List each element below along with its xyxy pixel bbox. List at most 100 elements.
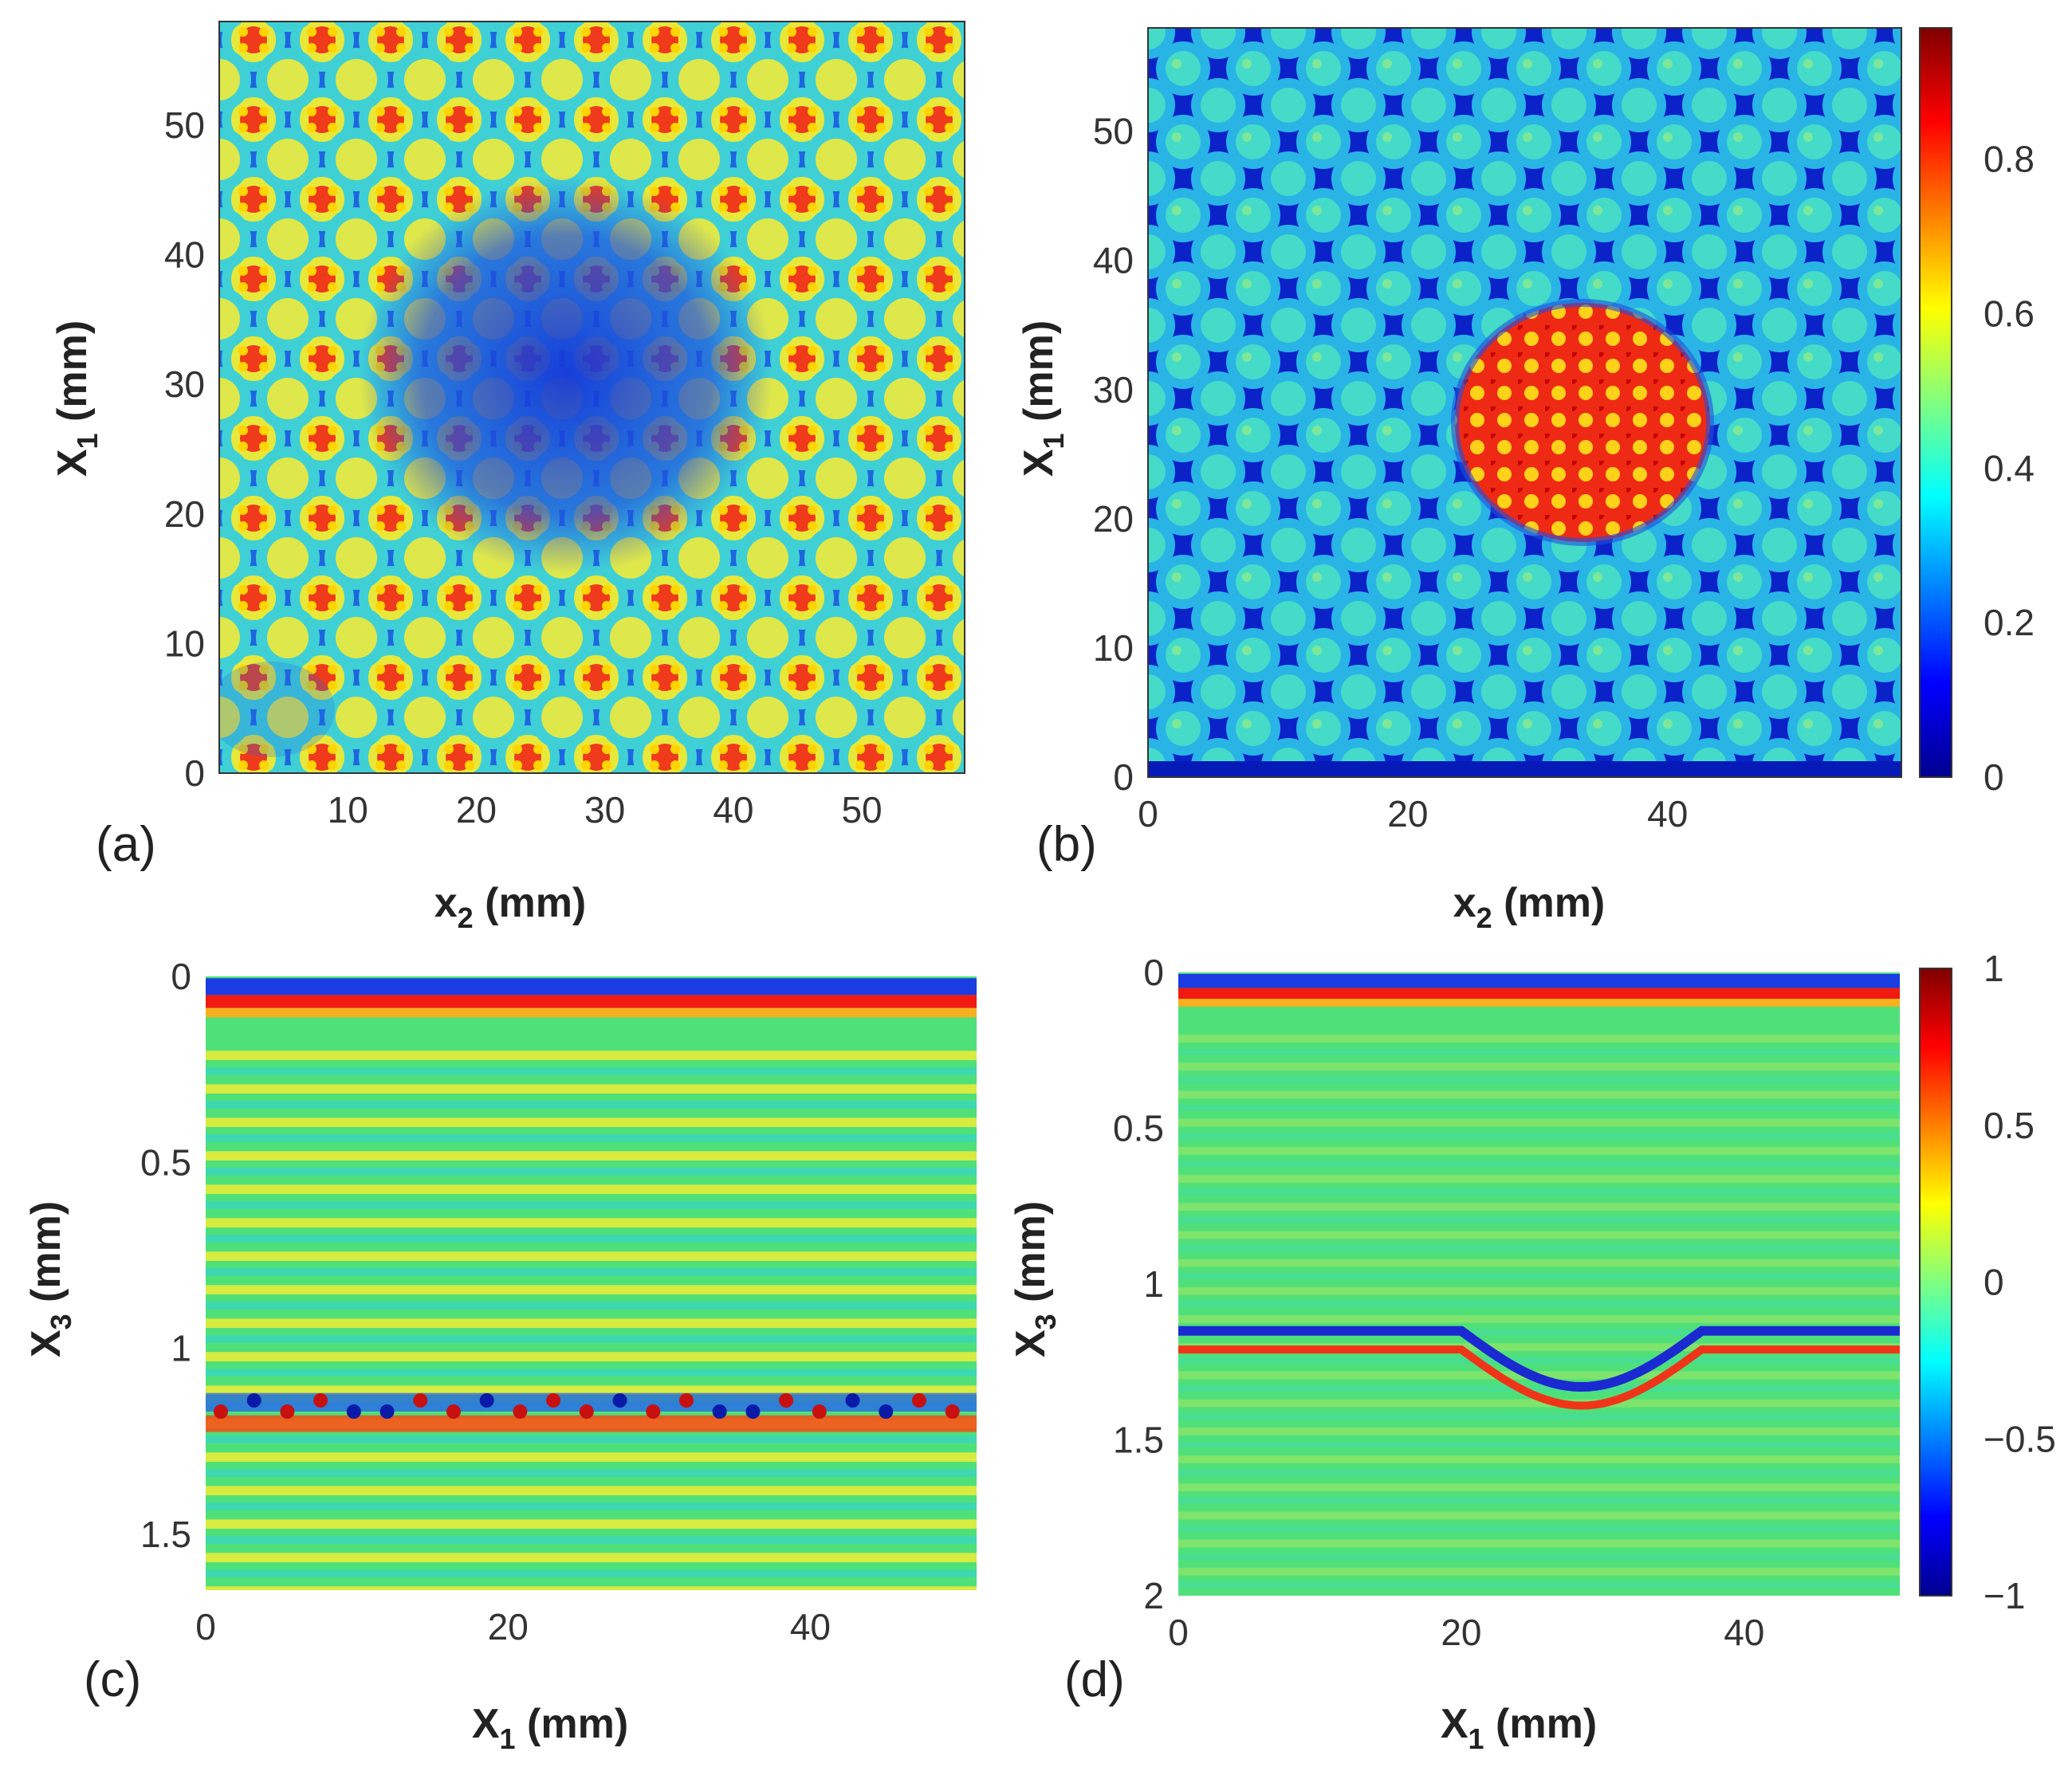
panel-c-xtick: 0 <box>195 1606 216 1648</box>
ply-layer <box>1178 1090 1900 1099</box>
ply-layer <box>206 1586 977 1590</box>
colorbar-top-tick: 0.8 <box>1984 139 2035 180</box>
ply-layer <box>1178 1231 1900 1239</box>
panel-b-ytick: 0 <box>1113 756 1134 798</box>
ply-layer <box>206 1285 977 1294</box>
ply-layer <box>1178 1497 1900 1504</box>
ply-layer <box>1178 1301 1900 1308</box>
ply-layer <box>1178 1553 1900 1561</box>
defect-echo-point <box>579 1404 594 1419</box>
panel-d-ylabel: X3 (mm) <box>1008 1201 1062 1357</box>
panel-c-xtick: 20 <box>488 1606 529 1648</box>
ply-layer <box>1178 1329 1900 1336</box>
ply-layer <box>1178 1539 1900 1548</box>
panel-d-ytick: 1.5 <box>1113 1420 1164 1461</box>
panel-b-image <box>1148 28 1901 777</box>
panel-a-xtick: 30 <box>584 789 625 831</box>
ply-layer <box>206 1184 977 1194</box>
surface-band <box>206 995 977 1008</box>
panel-d-xtick: 20 <box>1441 1612 1481 1653</box>
ply-layer <box>206 1553 977 1562</box>
surface-band <box>1178 973 1900 988</box>
ply-layer <box>1178 1035 1900 1043</box>
panel-c-ytick: 1 <box>171 1328 191 1369</box>
panel-b-ytick: 10 <box>1093 627 1134 669</box>
ply-layer <box>206 1151 977 1161</box>
defect-echo-point <box>446 1404 461 1419</box>
ply-layer <box>206 1502 977 1510</box>
ply-layer <box>206 1385 977 1395</box>
defect-echo-point <box>612 1393 627 1408</box>
panel-d-image <box>1178 972 1900 1596</box>
surface-band <box>1178 988 1900 1000</box>
panel-c-ytick: 0 <box>171 956 191 997</box>
defect-echo-point <box>712 1404 727 1419</box>
ply-layer <box>1178 1385 1900 1392</box>
ply-layer <box>206 1469 977 1477</box>
ply-layer <box>206 1452 977 1462</box>
ply-layer <box>206 1084 977 1094</box>
ply-layer <box>1178 1399 1900 1408</box>
ply-layer <box>206 1569 977 1577</box>
ply-layer <box>206 1251 977 1261</box>
ply-layer <box>206 1335 977 1343</box>
defect-echo-point <box>346 1404 361 1419</box>
ply-layer <box>1178 1245 1900 1251</box>
ply-layer <box>206 1369 977 1377</box>
panel-a-xtick: 10 <box>328 789 368 831</box>
ply-layer <box>206 1318 977 1328</box>
panel-a-ytick: 30 <box>164 363 205 405</box>
defect-echo-point <box>280 1404 295 1419</box>
colorbar-top-tick: 0.4 <box>1984 447 2035 489</box>
panel-b-ytick: 40 <box>1093 240 1134 281</box>
ply-layer <box>1178 1105 1900 1111</box>
panel-d-xtick: 40 <box>1724 1612 1764 1653</box>
defect-echo-line <box>1178 1345 1900 1410</box>
ply-layer <box>1178 1175 1900 1183</box>
colorbar-bottom <box>1919 968 1952 1596</box>
panel-b-ytick: 50 <box>1093 111 1134 152</box>
ply-layer <box>1178 1526 1900 1532</box>
colorbar-bottom-tick: 1 <box>1984 948 2004 989</box>
panel-d-label: (d) <box>1064 1652 1125 1707</box>
panel-a-ytick: 40 <box>164 234 205 276</box>
panel-a-ytick: 10 <box>164 622 205 664</box>
defect-echo-point <box>745 1404 761 1419</box>
ply-layer <box>1178 1118 1900 1127</box>
ply-layer <box>206 1302 977 1310</box>
ply-layer <box>206 1519 977 1529</box>
ply-layer <box>206 1051 977 1060</box>
panel-a-ytick: 20 <box>164 493 205 535</box>
defect-echo-point <box>945 1404 960 1419</box>
panel-a-frame <box>218 21 965 774</box>
panel-b-ytick: 20 <box>1093 498 1134 540</box>
ply-layer <box>1178 1427 1900 1435</box>
panel-c-image <box>206 976 977 1590</box>
ply-layer <box>1178 1581 1900 1589</box>
panel-b-xlabel: x2 (mm) <box>1453 880 1606 934</box>
panel-b-ylabel: X1 (mm) <box>1016 320 1070 477</box>
ply-layer <box>1178 1146 1900 1155</box>
panel-b-xtick: 20 <box>1387 793 1428 835</box>
panel-a-image <box>219 22 965 773</box>
ply-layer <box>206 1268 977 1276</box>
ply-layer <box>206 1134 977 1142</box>
panel-a-label: (a) <box>96 817 156 872</box>
panel-d-xlabel: X1 (mm) <box>1441 1701 1597 1755</box>
colorbar-top-tick: 0 <box>1984 756 2004 798</box>
panel-d-ytick: 2 <box>1143 1575 1164 1616</box>
panel-c-ytick: 1.5 <box>140 1514 191 1555</box>
colorbar-top-tick: 0.2 <box>1984 602 2035 643</box>
ply-layer <box>206 1117 977 1127</box>
defect-echo-point <box>678 1393 694 1408</box>
panel-b-xtick: 0 <box>1138 793 1158 835</box>
colorbar-top <box>1919 27 1952 778</box>
panel-c-ytick: 0.5 <box>140 1141 191 1183</box>
ply-layer <box>1178 1188 1900 1196</box>
ply-layer <box>1178 1357 1900 1364</box>
ply-layer <box>1178 1216 1900 1223</box>
ply-layer <box>1178 1441 1900 1448</box>
panel-a-xlabel: x2 (mm) <box>434 880 587 934</box>
panel-a-xtick: 40 <box>713 789 753 831</box>
